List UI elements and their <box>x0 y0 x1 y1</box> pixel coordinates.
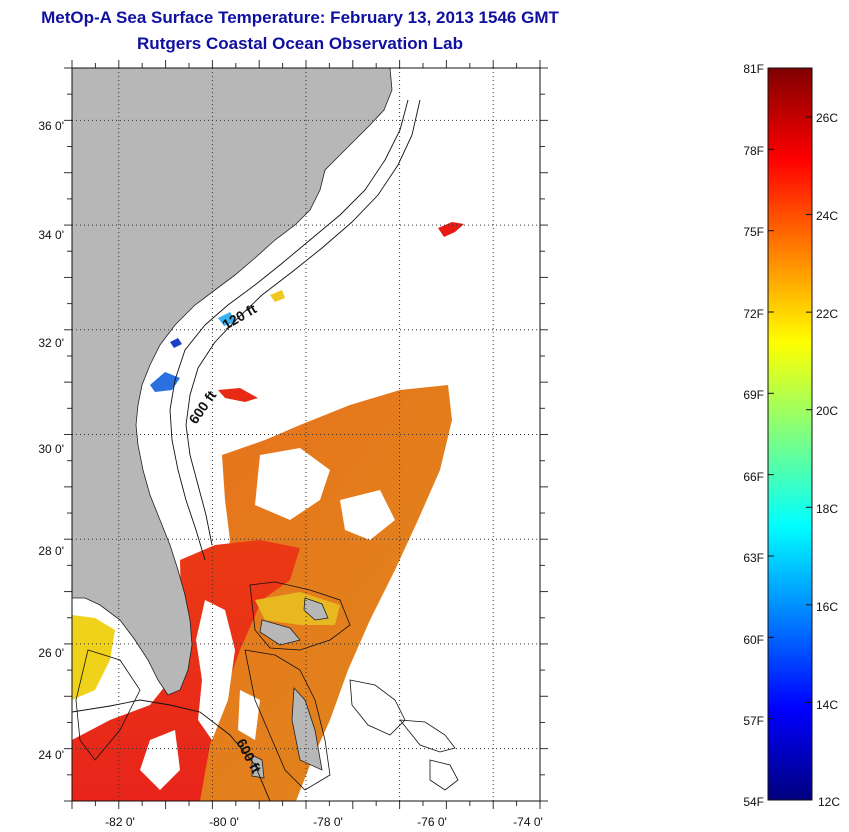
colorbar-c-label: 24C <box>816 209 838 223</box>
sst-fragment <box>270 290 285 302</box>
colorbar-c-label: 26C <box>816 111 838 125</box>
colorbar-f-label: 81F <box>743 62 764 76</box>
isobath-outline <box>249 581 351 651</box>
colorbar-ticks <box>768 67 812 801</box>
sst-fragment <box>218 312 236 326</box>
cloud-gap <box>255 448 330 520</box>
lat-tick-label: 32 0' <box>38 336 64 350</box>
isobath-outline <box>399 719 456 753</box>
sst-fragment <box>150 372 180 392</box>
isobath-120ft <box>169 99 409 561</box>
island <box>291 687 323 771</box>
map-title: MetOp-A Sea Surface Temperature: Februar… <box>41 8 559 27</box>
colorbar-f-label: 69F <box>743 388 764 402</box>
colorbar-f-label: 75F <box>743 225 764 239</box>
isobath-outline <box>349 679 406 736</box>
sst-fragment <box>218 388 258 402</box>
cloud-gap <box>340 490 395 540</box>
map-frame <box>71 67 541 802</box>
lat-tick-label: 36 0' <box>38 119 64 133</box>
lon-tick-label: -78 0' <box>313 815 343 829</box>
lat-tick-label: 24 0' <box>38 748 64 762</box>
colorbar-c-label: 14C <box>816 698 838 712</box>
lat-tick-label: 34 0' <box>38 228 64 242</box>
cloud-gap <box>196 600 235 740</box>
colorbar-f-label: 54F <box>743 795 764 809</box>
lon-tick-label: -80 0' <box>209 815 239 829</box>
map-subtitle: Rutgers Coastal Ocean Observation Lab <box>137 34 463 53</box>
lat-tick-label: 28 0' <box>38 544 64 558</box>
sst-fragment <box>438 222 464 237</box>
cloud-gap <box>238 690 260 740</box>
isobath-outline <box>244 649 331 791</box>
colorbar-c-label: 22C <box>816 307 838 321</box>
island <box>259 619 301 646</box>
colorbar-f-label: 72F <box>743 307 764 321</box>
colorbar-f-label: 63F <box>743 551 764 565</box>
colorbar-f-label: 66F <box>743 470 764 484</box>
cloud-gap <box>140 730 180 790</box>
isobath-600ft <box>72 699 271 801</box>
map-area <box>72 68 540 801</box>
colorbar-f-label: 57F <box>743 714 764 728</box>
colorbar <box>767 67 813 801</box>
sst-cool-patch <box>72 615 115 700</box>
colorbar-c-label: 16C <box>816 600 838 614</box>
sst-fragment <box>170 338 182 348</box>
isobath-600ft <box>185 99 421 546</box>
isobath-outline <box>429 759 459 791</box>
colorbar-f-label: 60F <box>743 633 764 647</box>
isobath-outline <box>75 649 141 761</box>
graticule <box>64 60 548 809</box>
lon-tick-label: -76 0' <box>417 815 447 829</box>
colorbar-c-label: 18C <box>816 502 838 516</box>
colorbar-c-label: 20C <box>816 404 838 418</box>
island <box>251 754 265 779</box>
lon-tick-label: -82 0' <box>105 815 135 829</box>
colorbar-c-label: 12C <box>818 795 840 809</box>
lat-tick-label: 26 0' <box>38 646 64 660</box>
island <box>303 597 329 621</box>
colorbar-f-label: 78F <box>743 144 764 158</box>
lon-tick-label: -74 0' <box>513 815 543 829</box>
lat-tick-label: 30 0' <box>38 442 64 456</box>
